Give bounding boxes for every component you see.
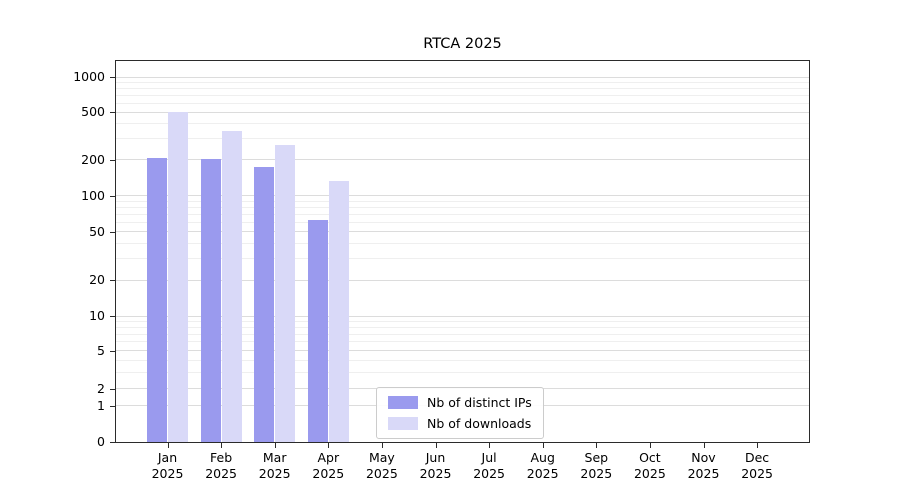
y-axis-tick <box>110 77 115 78</box>
major-gridline <box>116 159 809 161</box>
x-axis-tick <box>167 443 169 448</box>
plot-area: Nb of distinct IPs Nb of downloads <box>115 60 810 443</box>
major-gridline <box>116 315 809 317</box>
minor-gridline <box>116 102 809 104</box>
bar-distinct-ips <box>307 220 328 442</box>
x-axis-tick <box>274 443 276 448</box>
x-axis-tick-label: Nov 2025 <box>687 450 720 481</box>
y-axis-tick <box>110 442 115 443</box>
bar-downloads <box>328 180 349 442</box>
major-gridline <box>116 279 809 281</box>
y-axis-tick <box>110 351 115 352</box>
major-gridline <box>116 76 809 78</box>
y-axis-tick-label: 200 <box>81 152 105 167</box>
x-axis-tick <box>542 443 544 448</box>
y-axis-tick <box>110 112 115 113</box>
x-axis-tick <box>381 443 383 448</box>
y-axis-tick <box>110 406 115 407</box>
minor-gridline <box>116 341 809 343</box>
x-axis-tick-label: Mar 2025 <box>258 450 291 481</box>
minor-gridline <box>116 206 809 208</box>
major-gridline <box>116 111 809 113</box>
legend-label-downloads: Nb of downloads <box>427 416 532 431</box>
legend: Nb of distinct IPs Nb of downloads <box>376 387 544 439</box>
x-axis-tick <box>649 443 651 448</box>
x-axis-tick <box>596 443 598 448</box>
bar-distinct-ips <box>147 157 167 442</box>
minor-gridline <box>116 213 809 215</box>
y-axis-tick-label: 100 <box>81 188 105 203</box>
y-axis-tick <box>110 232 115 233</box>
y-axis-tick-label: 1 <box>97 398 105 413</box>
legend-swatch-distinct-ips <box>388 396 418 409</box>
minor-gridline <box>116 371 809 373</box>
minor-gridline <box>116 320 809 322</box>
minor-gridline <box>116 242 809 244</box>
x-axis-tick <box>489 443 491 448</box>
y-axis-tick <box>110 196 115 197</box>
x-axis-tick-label: Jan 2025 <box>151 450 184 481</box>
y-axis-tick-label: 500 <box>81 104 105 119</box>
y-axis-tick-label: 2 <box>97 381 105 396</box>
minor-gridline <box>116 82 809 84</box>
major-gridline <box>116 231 809 233</box>
y-axis-tick-label: 5 <box>97 343 105 358</box>
y-axis-tick-label: 10 <box>89 308 105 323</box>
x-axis-tick <box>221 443 223 448</box>
bar-distinct-ips <box>254 167 275 442</box>
major-gridline <box>116 350 809 352</box>
x-axis-tick-label: Jun 2025 <box>419 450 452 481</box>
chart-title: RTCA 2025 <box>423 36 502 52</box>
y-axis-tick <box>110 280 115 281</box>
bar-downloads <box>221 131 242 442</box>
minor-gridline <box>116 138 809 140</box>
minor-gridline <box>116 123 809 125</box>
x-axis-tick-label: Feb 2025 <box>205 450 237 481</box>
minor-gridline <box>116 88 809 90</box>
bar-downloads <box>275 144 296 442</box>
x-axis-tick <box>703 443 705 448</box>
x-axis-tick-label: Jul 2025 <box>473 450 505 481</box>
minor-gridline <box>116 359 809 361</box>
x-axis-tick-label: Dec 2025 <box>741 450 773 481</box>
y-axis-tick <box>110 316 115 317</box>
minor-gridline <box>116 221 809 223</box>
minor-gridline <box>116 258 809 260</box>
bar-distinct-ips <box>200 159 221 442</box>
y-axis-tick-label: 50 <box>89 224 105 239</box>
x-axis-tick <box>435 443 437 448</box>
y-axis-tick <box>110 160 115 161</box>
y-axis-tick <box>110 389 115 390</box>
y-axis-tick-label: 1000 <box>73 69 105 84</box>
minor-gridline <box>116 94 809 96</box>
minor-gridline <box>116 326 809 328</box>
x-axis-tick-label: Sep 2025 <box>580 450 613 481</box>
x-axis-tick <box>328 443 330 448</box>
x-axis-tick-label: Oct 2025 <box>633 450 666 481</box>
bar-downloads <box>168 111 188 442</box>
x-axis-tick-label: Apr 2025 <box>312 450 345 481</box>
y-axis-tick-label: 20 <box>89 272 105 287</box>
legend-label-distinct-ips: Nb of distinct IPs <box>427 395 532 410</box>
x-axis-tick-label: May 2025 <box>365 450 398 481</box>
x-axis-tick-label: Aug 2025 <box>526 450 559 481</box>
minor-gridline <box>116 200 809 202</box>
legend-swatch-downloads <box>388 417 418 430</box>
minor-gridline <box>116 333 809 335</box>
major-gridline <box>116 195 809 197</box>
x-axis-tick <box>757 443 759 448</box>
legend-item-distinct-ips: Nb of distinct IPs <box>388 395 532 410</box>
legend-item-downloads: Nb of downloads <box>388 416 532 431</box>
y-axis-tick-label: 0 <box>97 434 105 449</box>
